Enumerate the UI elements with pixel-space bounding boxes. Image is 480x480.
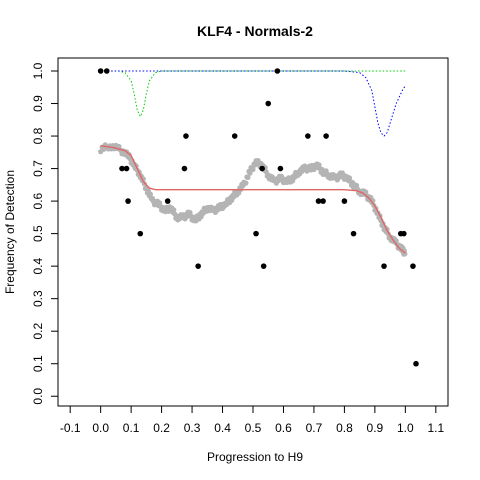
data-point xyxy=(305,133,311,139)
x-tick-label: 0.8 xyxy=(336,421,353,435)
data-point xyxy=(123,165,130,172)
x-tick-label: 0.7 xyxy=(306,421,323,435)
x-tick-label: 0.9 xyxy=(367,421,384,435)
smooth-point xyxy=(171,207,177,213)
smooth-point xyxy=(147,191,154,197)
data-point xyxy=(97,68,104,74)
data-point xyxy=(195,263,201,269)
x-tick-label: 0.1 xyxy=(123,421,140,435)
smooth-point xyxy=(250,166,256,173)
data-point xyxy=(183,133,189,139)
x-tick-label: -0.1 xyxy=(60,421,81,435)
y-tick-label: 0.4 xyxy=(31,257,45,274)
y-tick-label: 0.0 xyxy=(31,388,45,405)
data-point xyxy=(350,230,357,237)
data-point xyxy=(125,198,131,204)
data-point xyxy=(164,198,171,204)
x-axis: -0.1 0.0 0.1 0.2 0.3 0.4 0.5 0.6 0.7 0.8 0.9 1.0 1.1 xyxy=(60,405,444,435)
data-point xyxy=(315,198,322,204)
y-tick-label: 0.7 xyxy=(31,160,45,177)
x-tick-label: 0.5 xyxy=(245,421,262,435)
data-point xyxy=(410,263,416,269)
y-tick-label: 0.2 xyxy=(31,323,45,340)
data-point xyxy=(137,230,144,237)
data-point xyxy=(320,198,326,204)
smooth-point xyxy=(402,251,408,257)
x-tick-label: 0.6 xyxy=(275,421,292,435)
y-axis: 0.0 0.1 0.2 0.3 0.4 0.5 0.6 0.7 0.8 0.9 1.0 xyxy=(31,62,59,405)
data-point xyxy=(253,230,259,237)
blue-dotted-line xyxy=(100,70,406,137)
y-tick-label: 0.1 xyxy=(31,355,45,372)
x-tick-label: 0.0 xyxy=(92,421,109,435)
data-point xyxy=(259,165,265,172)
x-tick-label: 0.4 xyxy=(214,421,231,435)
y-tick-label: 1.0 xyxy=(31,62,45,79)
chart-title: KLF4 - Normals-2 xyxy=(197,23,313,39)
data-point xyxy=(260,263,267,269)
data-point xyxy=(341,198,348,204)
data-point xyxy=(323,133,329,139)
data-point xyxy=(119,165,125,172)
x-tick-label: 0.2 xyxy=(153,421,170,435)
data-point xyxy=(231,133,238,139)
y-tick-label: 0.6 xyxy=(31,192,45,209)
smooth-point xyxy=(243,180,249,186)
x-tick-label: 1.1 xyxy=(427,421,444,435)
series-layer xyxy=(97,68,419,367)
fit-line xyxy=(100,145,406,254)
y-axis-label: Frequency of Detection xyxy=(3,170,17,294)
x-tick-label: 0.3 xyxy=(184,421,201,435)
data-point xyxy=(181,165,188,172)
data-point xyxy=(274,68,281,74)
data-point xyxy=(401,230,407,237)
smooth-point xyxy=(247,170,253,176)
data-point xyxy=(381,263,387,269)
data-point xyxy=(277,165,284,172)
x-tick-label: 1.0 xyxy=(397,421,414,435)
smooth-point xyxy=(245,174,251,181)
data-point xyxy=(265,100,272,107)
y-tick-label: 0.5 xyxy=(31,225,45,242)
y-tick-label: 0.9 xyxy=(31,95,45,112)
green-dotted-line xyxy=(100,70,406,118)
x-axis-label: Progression to H9 xyxy=(207,450,303,464)
y-tick-label: 0.8 xyxy=(31,127,45,144)
y-tick-label: 0.3 xyxy=(31,290,45,307)
data-point xyxy=(413,360,419,367)
data-point xyxy=(103,68,110,74)
